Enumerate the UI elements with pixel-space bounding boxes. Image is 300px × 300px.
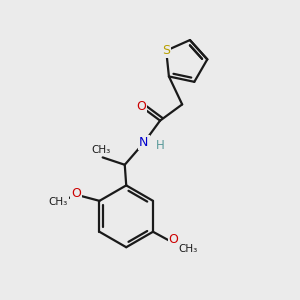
Text: CH₃: CH₃ — [179, 244, 198, 254]
Text: O: O — [71, 187, 81, 200]
Text: S: S — [162, 44, 170, 57]
Text: H: H — [156, 139, 164, 152]
Text: O: O — [136, 100, 146, 113]
Text: CH₃: CH₃ — [92, 145, 111, 155]
Text: N: N — [139, 136, 148, 149]
Text: O: O — [169, 233, 178, 246]
Text: CH₃: CH₃ — [49, 197, 68, 207]
